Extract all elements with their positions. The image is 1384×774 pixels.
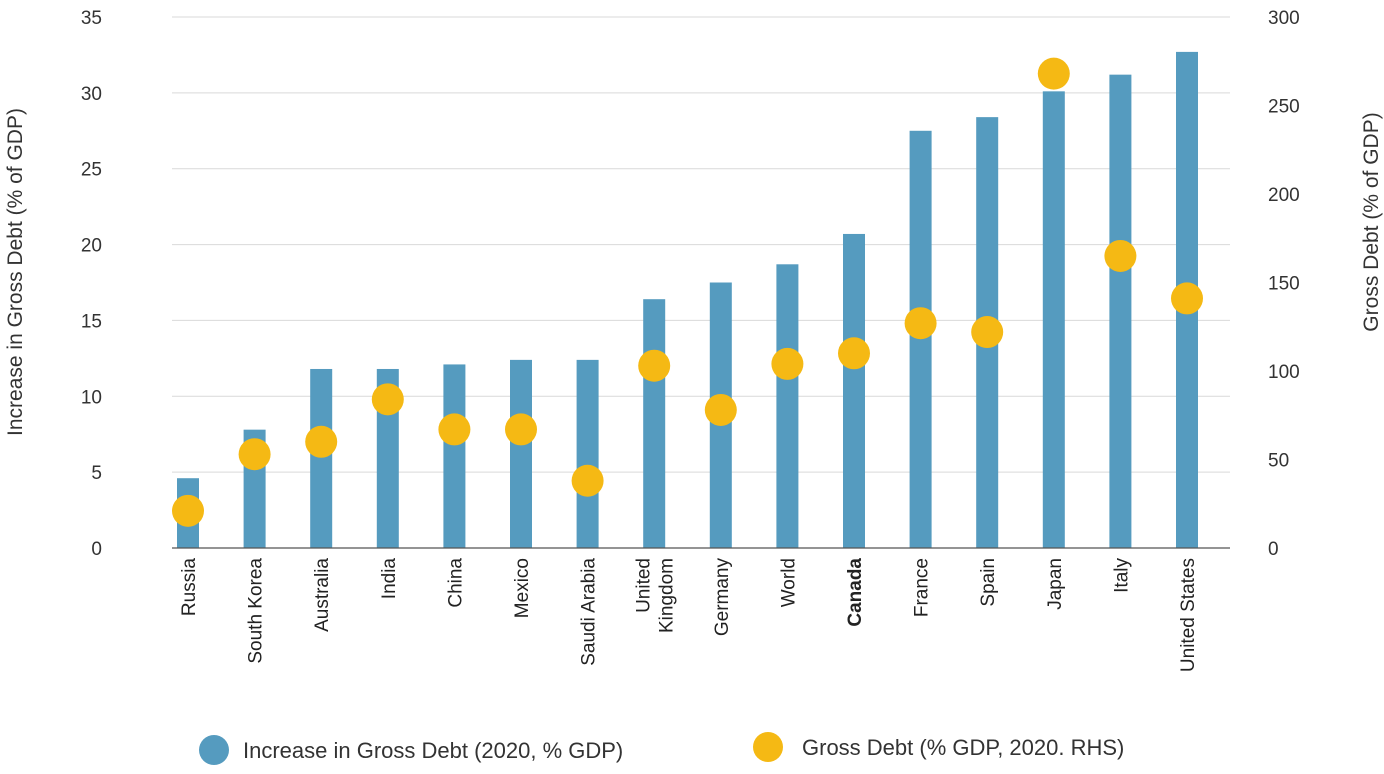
category-label-mexico: Mexico xyxy=(512,558,533,618)
category-label-russia: Russia xyxy=(179,558,200,617)
legend-dot-series-label: Gross Debt (% GDP, 2020. RHS) xyxy=(802,735,1124,760)
left-y-tick-label: 20 xyxy=(81,236,102,257)
bar-italy xyxy=(1109,74,1132,548)
right-y-tick-label: 150 xyxy=(1268,274,1300,295)
dot-italy xyxy=(1104,239,1137,272)
category-label-saudi-arabia: Saudi Arabia xyxy=(579,558,600,666)
legend-dot-series-swatch xyxy=(753,732,783,762)
left-y-tick-label: 10 xyxy=(81,387,102,408)
right-y-axis-ticks: 0 50 100 150 200 250 300 xyxy=(1268,8,1300,560)
dot-canada xyxy=(838,337,870,370)
legend: Increase in Gross Debt (2020, % GDP) Gro… xyxy=(199,732,1124,765)
bar-united-kingdom xyxy=(643,299,666,548)
category-label-australia: Australia xyxy=(312,558,333,632)
category-label-spain: Spain xyxy=(978,558,999,607)
dot-united-states xyxy=(1171,282,1203,315)
dot-series xyxy=(172,57,1203,527)
right-y-tick-label: 300 xyxy=(1268,8,1300,29)
bar-china xyxy=(443,364,466,548)
left-y-tick-label: 15 xyxy=(81,311,102,332)
category-label-china: China xyxy=(445,558,466,608)
right-y-tick-label: 100 xyxy=(1268,362,1300,383)
right-y-tick-label: 50 xyxy=(1268,451,1289,472)
dot-mexico xyxy=(505,413,537,446)
bar-japan xyxy=(1042,91,1065,548)
bar-world xyxy=(776,264,799,548)
dot-france xyxy=(904,307,937,340)
left-y-tick-label: 25 xyxy=(81,160,102,181)
left-y-axis-ticks: 0 5 10 15 20 25 30 35 xyxy=(81,8,102,560)
dot-world xyxy=(771,347,804,380)
dot-united-kingdom xyxy=(638,349,671,382)
right-y-tick-label: 200 xyxy=(1268,185,1300,206)
dot-china xyxy=(438,413,471,446)
right-y-axis-title: Gross Debt (% of GDP) xyxy=(1360,112,1383,331)
category-label-italy: Italy xyxy=(1111,558,1132,593)
category-label-united-states: United States xyxy=(1178,558,1199,672)
left-y-tick-label: 5 xyxy=(91,463,102,484)
bar-mexico xyxy=(510,359,532,548)
x-axis-category-labels: Russia South Korea Australia India China Mexi… xyxy=(179,558,1199,673)
left-y-tick-label: 30 xyxy=(81,84,102,105)
dot-russia xyxy=(172,494,204,527)
dot-germany xyxy=(704,393,737,426)
dot-india xyxy=(371,383,404,416)
right-y-tick-label: 0 xyxy=(1268,539,1279,560)
right-y-tick-label: 250 xyxy=(1268,97,1300,118)
category-label-germany: Germany xyxy=(712,558,733,637)
dot-australia xyxy=(305,425,338,458)
dot-saudi-arabia xyxy=(571,464,604,497)
category-label-france: France xyxy=(912,558,933,617)
legend-bar-series-swatch xyxy=(199,735,229,765)
dot-japan xyxy=(1037,57,1070,90)
category-label-united-kingdom: United Kingdom xyxy=(634,558,678,633)
category-label-world: World xyxy=(778,558,799,607)
bar-australia xyxy=(310,368,333,548)
bar-saudi-arabia xyxy=(576,359,599,548)
category-label-canada: Canada xyxy=(845,558,866,627)
bar-france xyxy=(909,130,932,549)
dot-spain xyxy=(971,316,1004,349)
left-y-tick-label: 35 xyxy=(81,8,102,29)
legend-bar-series-label: Increase in Gross Debt (2020, % GDP) xyxy=(243,738,623,763)
category-label-south-korea: South Korea xyxy=(246,558,267,664)
left-y-axis-title: Increase in Gross Debt (% of GDP) xyxy=(4,108,27,436)
category-label-japan: Japan xyxy=(1045,558,1066,610)
left-y-tick-label: 0 xyxy=(91,539,102,560)
dot-south-korea xyxy=(238,438,271,471)
category-label-india: India xyxy=(379,558,400,600)
bar-series xyxy=(177,51,1198,549)
gridlines xyxy=(172,16,1230,473)
bar-canada xyxy=(843,233,865,549)
